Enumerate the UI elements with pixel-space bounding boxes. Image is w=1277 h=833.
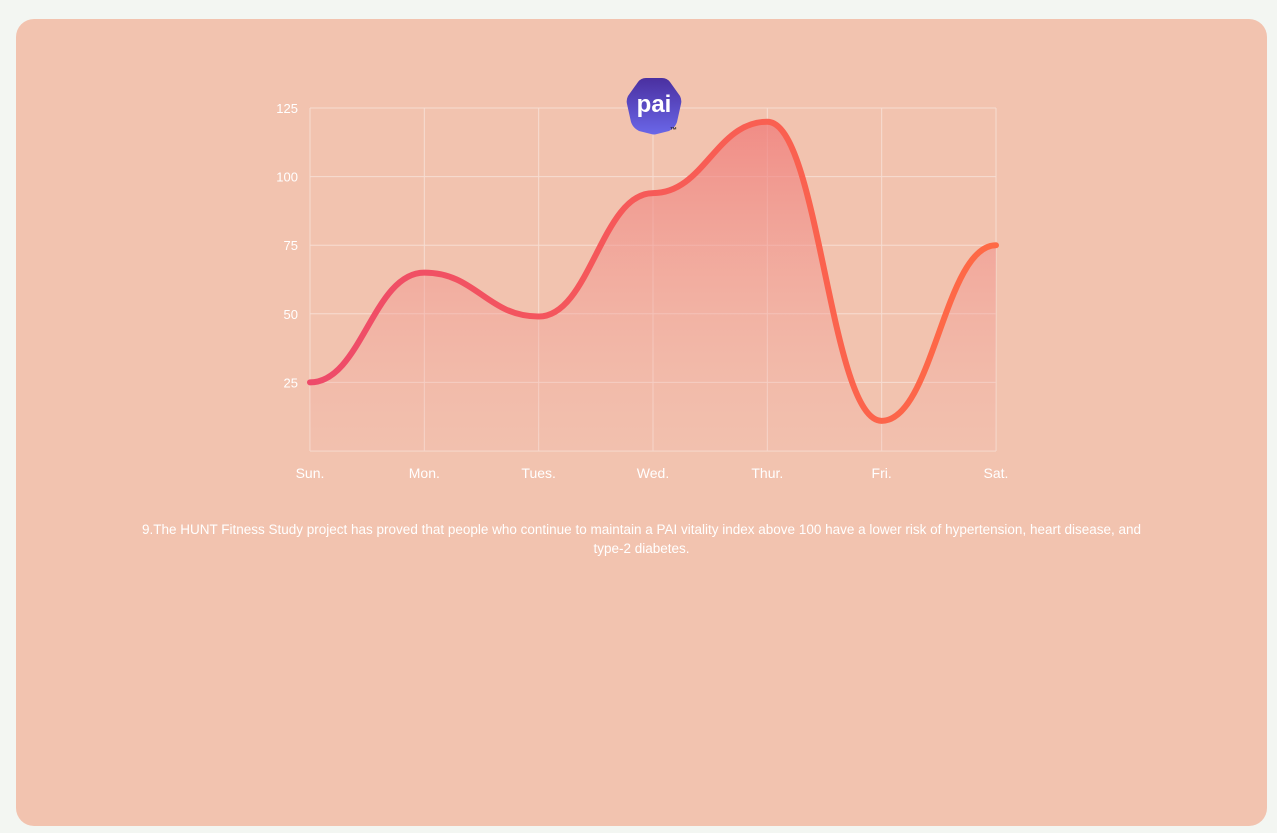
y-tick-label: 25 [284,375,298,390]
caption-text: 9.The HUNT Fitness Study project has pro… [141,522,1142,556]
x-tick-label: Wed. [637,465,669,481]
content-card: 25 50 75 100 125 Sun. Mon. Tues. Wed. Thur. Fri. S… [16,19,1267,826]
x-tick-label: Tues. [521,465,556,481]
y-tick-label: 125 [276,101,298,116]
trademark-mark: ™ [670,127,677,134]
pai-logo-icon: pai [626,78,682,135]
x-axis-ticks: Sun. Mon. Tues. Wed. Thur. Fri. Sat. [296,465,1009,481]
series-line-path [307,118,999,424]
y-tick-label: 75 [284,238,298,253]
series-area [310,121,996,451]
series-line [307,118,999,424]
x-tick-label: Mon. [409,465,440,481]
y-axis-ticks: 25 50 75 100 125 [276,101,298,390]
y-tick-label: 100 [276,170,298,185]
x-tick-label: Fri. [872,465,892,481]
x-tick-label: Sun. [296,465,325,481]
x-tick-label: Thur. [751,465,783,481]
y-tick-label: 50 [284,307,298,322]
area-fill [310,121,996,451]
x-tick-label: Sat. [984,465,1009,481]
logo-text: pai [637,91,672,118]
